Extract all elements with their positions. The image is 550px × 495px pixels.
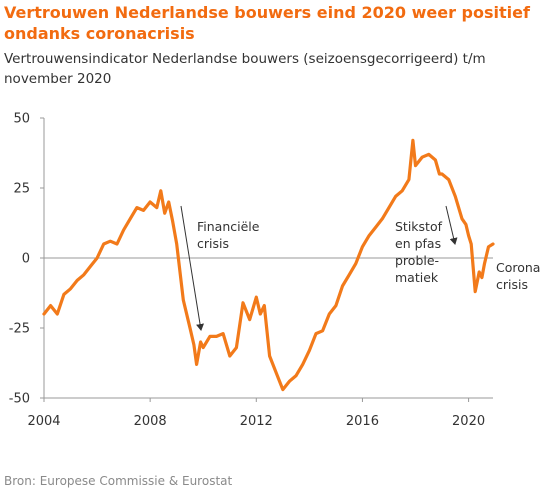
y-tick-label: -25	[9, 322, 30, 337]
annotation-arrow	[180, 205, 204, 331]
series-line	[42, 138, 495, 392]
y-tick-label: 0	[22, 252, 30, 267]
x-tick-label: 2020	[452, 414, 485, 429]
annotation-arrow	[445, 205, 458, 245]
chart-title: Vertrouwen Nederlandse bouwers eind 2020…	[4, 3, 530, 43]
chart-subtitle: Vertrouwensindicator Nederlandse bouwers…	[4, 51, 486, 87]
x-tick-label: 2008	[134, 414, 167, 429]
y-tick-label: 50	[13, 112, 30, 127]
annotation-text: Corona crisis	[496, 260, 540, 292]
x-tick-label: 2012	[240, 414, 273, 429]
y-tick-label: 25	[13, 182, 30, 197]
annotation-text: Stikstof en pfas proble-matiek	[395, 219, 443, 285]
y-tick-label: -50	[9, 392, 30, 407]
x-tick-label: 2016	[346, 414, 379, 429]
chart-series	[42, 138, 495, 392]
chart-axes: 50 25 0 -25 -50 2004 2008 2012 2016 2020	[9, 112, 493, 429]
x-tick-label: 2004	[27, 414, 60, 429]
source-note: Bron: Europese Commissie & Eurostat	[4, 474, 233, 488]
annotation-text: Financiële crisis	[197, 219, 260, 251]
chart-annotations: Financiële crisis Stikstof en pfas proble-ma…	[180, 205, 540, 331]
